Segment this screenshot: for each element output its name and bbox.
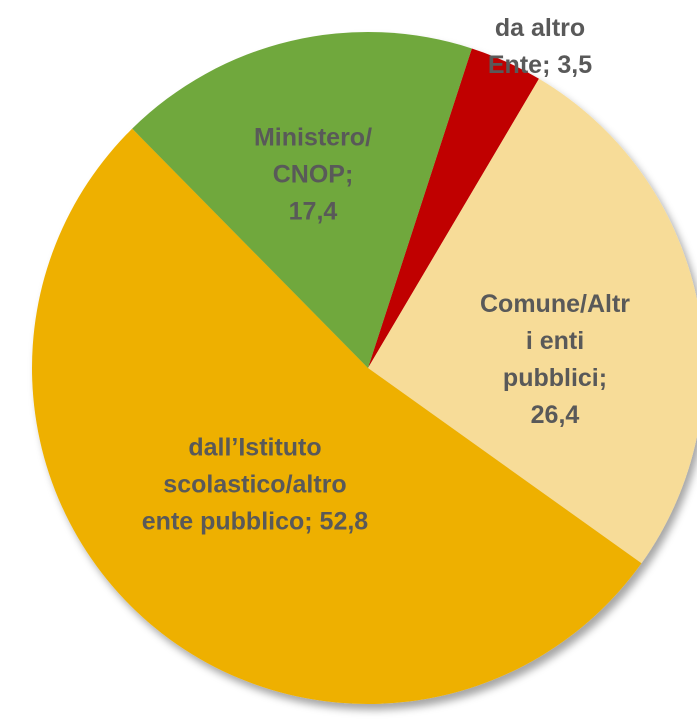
label-value: 3,5 (557, 51, 593, 79)
slices (31, 32, 697, 705)
data-label: dall’Istituto scolastico/altro ente pubb… (135, 430, 375, 541)
label-separator: ; (304, 507, 320, 536)
data-label: da altro Ente; 3,5 (470, 10, 610, 84)
pie-slice (132, 32, 472, 369)
data-label: Comune/Altri enti pubblici; 26,4 (480, 286, 630, 434)
label-value: 26,4 (530, 401, 580, 429)
label-separator: ; (598, 364, 608, 392)
label-separator: ; (542, 51, 558, 79)
label-separator: ; (344, 160, 354, 189)
label-value: 52,8 (319, 507, 369, 536)
pie-slice (31, 128, 642, 705)
pie-slice (368, 78, 697, 564)
label-value: 17,4 (288, 197, 338, 226)
label-name: Ministero/CNOP (253, 123, 373, 189)
pie-slice (368, 48, 539, 369)
label-name: Comune/Altri enti pubblici (480, 290, 630, 392)
data-label: Ministero/CNOP; 17,4 (246, 120, 381, 231)
label-name: dall’Istituto scolastico/altro ente pubb… (141, 433, 347, 536)
label-name: da altro Ente (487, 14, 586, 79)
